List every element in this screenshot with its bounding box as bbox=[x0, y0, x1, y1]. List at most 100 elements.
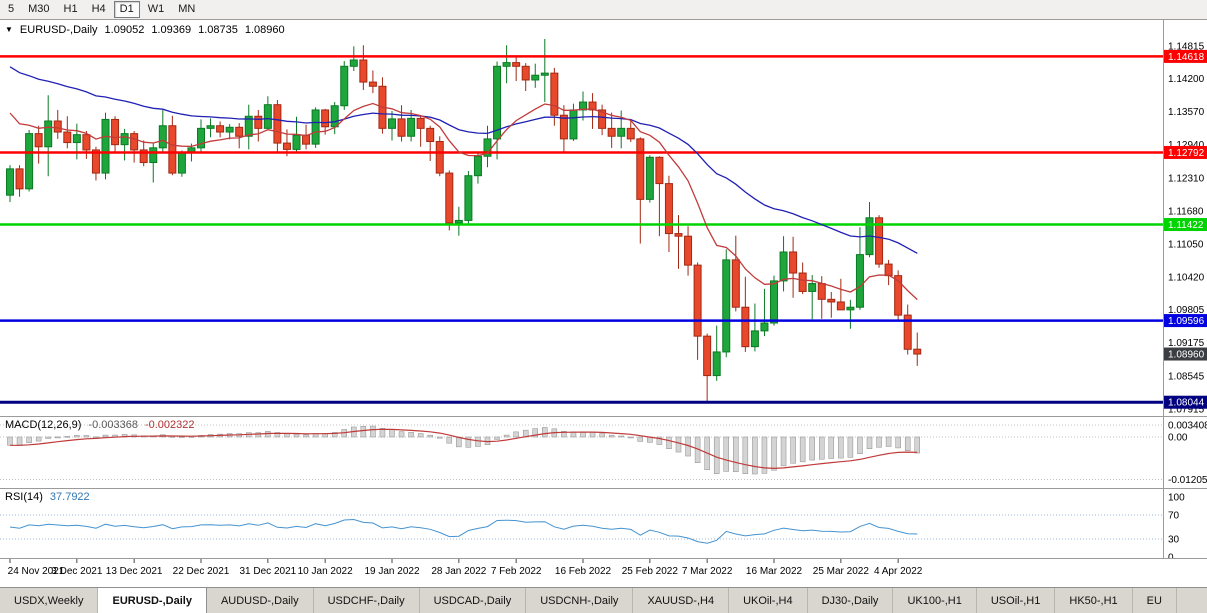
tab-xauusd-h4[interactable]: XAUUSD-,H4 bbox=[633, 588, 730, 613]
rsi-axis-label: 100 bbox=[1168, 493, 1185, 504]
rsi-axis-label: 0 bbox=[1168, 553, 1174, 559]
candle bbox=[579, 91, 587, 121]
candle-body bbox=[397, 118, 406, 137]
tab-usoil-h1[interactable]: USOil-,H1 bbox=[977, 588, 1056, 613]
candle bbox=[158, 109, 167, 153]
rsi-line bbox=[9, 518, 918, 544]
macd-histogram-bar bbox=[713, 436, 720, 474]
date-axis-label: 7 Feb 2022 bbox=[491, 566, 542, 577]
candle-body bbox=[101, 118, 110, 174]
candle-body bbox=[72, 134, 81, 144]
macd-histogram-bar bbox=[503, 434, 510, 438]
timeframe-button-5[interactable]: 5 bbox=[8, 3, 15, 15]
macd-histogram-bar bbox=[446, 436, 453, 444]
candle-body bbox=[712, 351, 721, 377]
candle bbox=[798, 262, 807, 295]
candle bbox=[388, 111, 396, 141]
timeframe-button-d1[interactable]: D1 bbox=[113, 1, 140, 18]
candle-body bbox=[168, 125, 177, 174]
candle bbox=[149, 142, 158, 183]
macd-histogram-bar bbox=[7, 436, 13, 446]
rsi-chart-canvas[interactable]: 100 70 30 0 bbox=[0, 489, 1207, 558]
tab-usdx-weekly[interactable]: USDX,Weekly bbox=[0, 588, 99, 613]
macd-histogram-bar bbox=[465, 436, 472, 448]
tab-usdcnh-daily[interactable]: USDCNH-,Daily bbox=[526, 588, 634, 613]
ma-slow-line bbox=[9, 66, 918, 254]
candle-body bbox=[359, 59, 368, 83]
candle-body bbox=[512, 62, 521, 67]
candle bbox=[779, 236, 788, 292]
candle-body bbox=[559, 114, 568, 140]
candle bbox=[130, 130, 139, 163]
macd-histogram-bar bbox=[16, 436, 23, 446]
tab-hk50-h1[interactable]: HK50-,H1 bbox=[1055, 588, 1133, 613]
timeframe-button-mn[interactable]: MN bbox=[178, 3, 196, 15]
candle bbox=[884, 259, 893, 286]
macd-histogram-bar bbox=[284, 433, 290, 438]
candle bbox=[340, 61, 349, 110]
candle-body bbox=[6, 168, 14, 196]
macd-histogram-bar bbox=[857, 436, 863, 454]
candle-body bbox=[722, 259, 731, 353]
candle bbox=[913, 332, 922, 366]
candle-body bbox=[340, 65, 349, 107]
macd-histogram-bar bbox=[599, 433, 605, 438]
date-axis-label: 25 Mar 2022 bbox=[813, 566, 870, 577]
candle-body bbox=[521, 65, 530, 81]
tab-usdcad-daily[interactable]: USDCAD-,Daily bbox=[420, 588, 527, 613]
candle-body bbox=[531, 74, 540, 81]
tab-uk100-h1[interactable]: UK100-,H1 bbox=[893, 588, 977, 613]
candle bbox=[502, 45, 511, 84]
macd-histogram-bar bbox=[828, 436, 835, 459]
tab-audusd-daily[interactable]: AUDUSD-,Daily bbox=[207, 588, 314, 613]
macd-histogram-bar bbox=[437, 436, 443, 439]
price-line-badge: 1.09596 bbox=[1164, 314, 1207, 328]
macd-histogram-bar bbox=[561, 431, 567, 438]
price-badge-text: 1.08044 bbox=[1168, 398, 1205, 409]
candle bbox=[741, 276, 750, 352]
price-badge-bg bbox=[1164, 49, 1207, 63]
macd-histogram-bar bbox=[331, 432, 338, 438]
candle-body bbox=[684, 235, 693, 266]
candle-body bbox=[263, 104, 272, 129]
candle-body bbox=[311, 109, 320, 145]
macd-histogram-bar bbox=[895, 436, 901, 449]
candle-body bbox=[225, 126, 234, 133]
tab-dj30-daily[interactable]: DJ30-,Daily bbox=[808, 588, 894, 613]
tab-ukoil-h4[interactable]: UKOil-,H4 bbox=[729, 588, 808, 613]
price-line-badge: 1.08044 bbox=[1164, 395, 1207, 409]
macd-histogram-bar bbox=[532, 428, 538, 438]
price-line-badge: 1.12792 bbox=[1164, 145, 1207, 159]
candle-body bbox=[388, 118, 396, 129]
macd-histogram-bar bbox=[752, 436, 758, 475]
candle bbox=[789, 236, 798, 298]
candle-body bbox=[770, 280, 778, 324]
timeframe-button-h4[interactable]: H4 bbox=[91, 3, 106, 15]
tab-eu[interactable]: EU bbox=[1133, 588, 1177, 613]
tab-usdchf-daily[interactable]: USDCHF-,Daily bbox=[314, 588, 420, 613]
macd-histogram-bar bbox=[656, 436, 663, 445]
macd-histogram-bar bbox=[761, 436, 768, 474]
timeframe-button-w1[interactable]: W1 bbox=[147, 3, 165, 15]
date-axis-label: 24 Nov 2021 bbox=[8, 566, 65, 577]
candle bbox=[521, 63, 530, 92]
macd-histogram-bar bbox=[408, 432, 414, 438]
price-axis-label: 1.12940 bbox=[1168, 140, 1205, 151]
main-chart-canvas[interactable]: 1.14815 1.14200 1.13570 1.12940 1.12310 1.116… bbox=[0, 20, 1207, 416]
candle bbox=[263, 96, 272, 131]
candle bbox=[254, 109, 263, 142]
candle bbox=[550, 67, 559, 126]
tab-eurusd-daily[interactable]: EURUSD-,Daily bbox=[98, 588, 207, 613]
macd-histogram-bar bbox=[475, 436, 481, 447]
macd-histogram-bar bbox=[494, 436, 500, 440]
macd-histogram-bar bbox=[293, 433, 300, 438]
date-axis-label: 4 Apr 2022 bbox=[874, 566, 923, 577]
candle-body bbox=[483, 138, 492, 157]
candle-body bbox=[636, 138, 645, 200]
candle bbox=[493, 61, 502, 160]
timeframe-button-m30[interactable]: M30 bbox=[28, 3, 50, 15]
candle bbox=[722, 249, 731, 358]
candle bbox=[25, 129, 34, 192]
timeframe-button-h1[interactable]: H1 bbox=[63, 3, 78, 15]
